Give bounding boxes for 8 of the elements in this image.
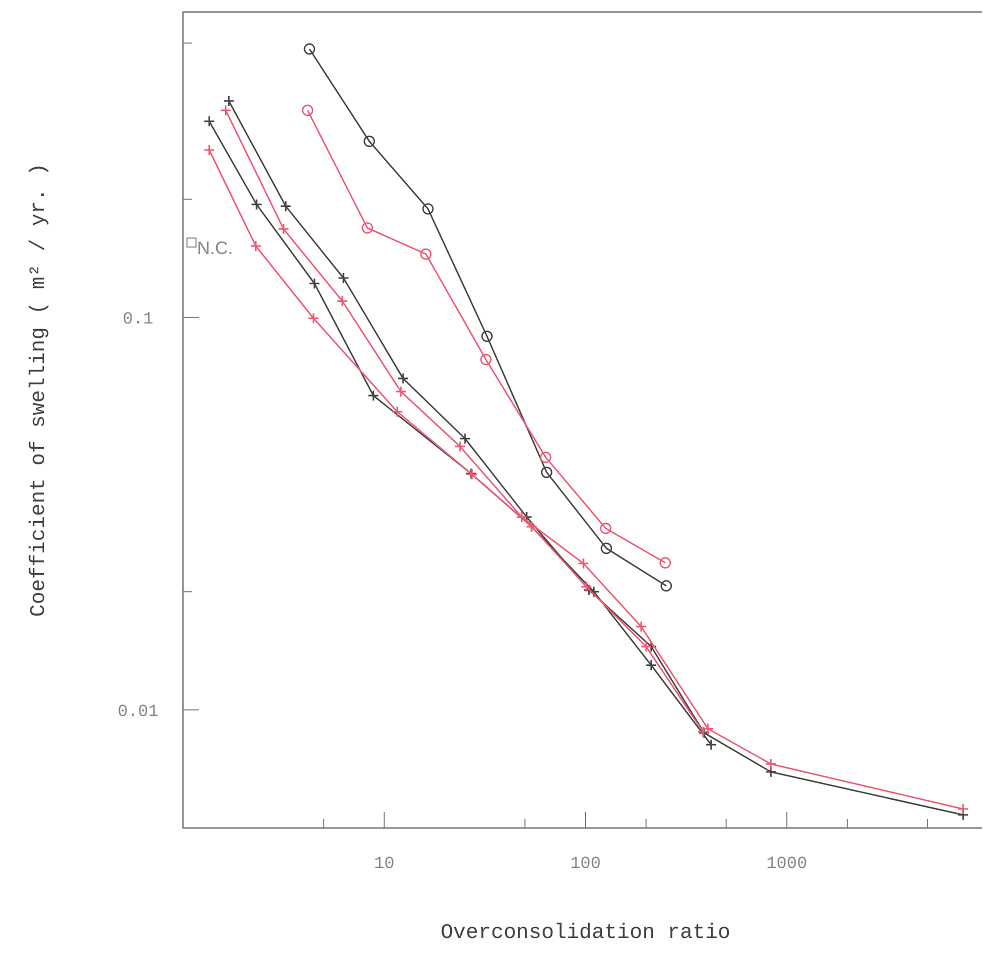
y-axis-title: Coefficient of swelling ( m² / yr. ) [28,163,51,617]
y-tick-label: 0.1 [122,310,154,330]
x-axis-title: Overconsolidation ratio [440,922,730,945]
x-tick-label: 10 [374,855,394,874]
x-tick-label: 1000 [766,855,808,874]
y-tick-label: 0.01 [118,702,158,722]
x-tick-label: 100 [570,855,601,874]
annotation: N.C. [197,238,233,258]
